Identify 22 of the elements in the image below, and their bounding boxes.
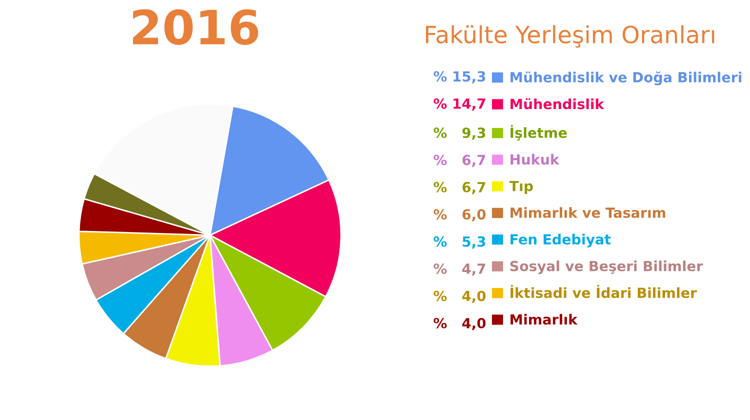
- legend-label: Mühendislik ve Doğa Bilimleri: [510, 71, 742, 86]
- legend-label: Mühendislik: [510, 98, 604, 110]
- legend-label: Sosyal ve Beşeri Bilimler: [510, 260, 703, 274]
- data-label: % 4,0: [434, 290, 486, 303]
- data-label: % 14,7: [434, 98, 486, 111]
- data-label: % 9,3: [434, 128, 486, 140]
- data-label: % 6,0: [434, 209, 486, 222]
- data-label: % 4,0: [434, 318, 486, 330]
- legend-label: İktisadi ve İdari Bilimler: [510, 285, 697, 298]
- legend-label: Mimarlık ve Tasarım: [510, 207, 666, 218]
- legend-label: İşletme: [510, 124, 567, 141]
- legend-label: Mimarlık: [510, 314, 578, 325]
- legend-label: Fen Edebiyat: [510, 234, 611, 248]
- data-label: % 4,7: [434, 263, 486, 276]
- legend-label: Tıp: [509, 180, 533, 194]
- data-label: % 6,7: [434, 154, 486, 167]
- data-label: % 5,3: [434, 236, 486, 249]
- data-label: % 6,7: [434, 182, 486, 194]
- legend-label: Hukuk: [510, 154, 560, 165]
- data-label: % 15,3: [434, 71, 486, 84]
- chart-subtitle: Fakülte Yerleşim Oranları: [426, 25, 714, 48]
- chart-title: 2016: [133, 9, 258, 45]
